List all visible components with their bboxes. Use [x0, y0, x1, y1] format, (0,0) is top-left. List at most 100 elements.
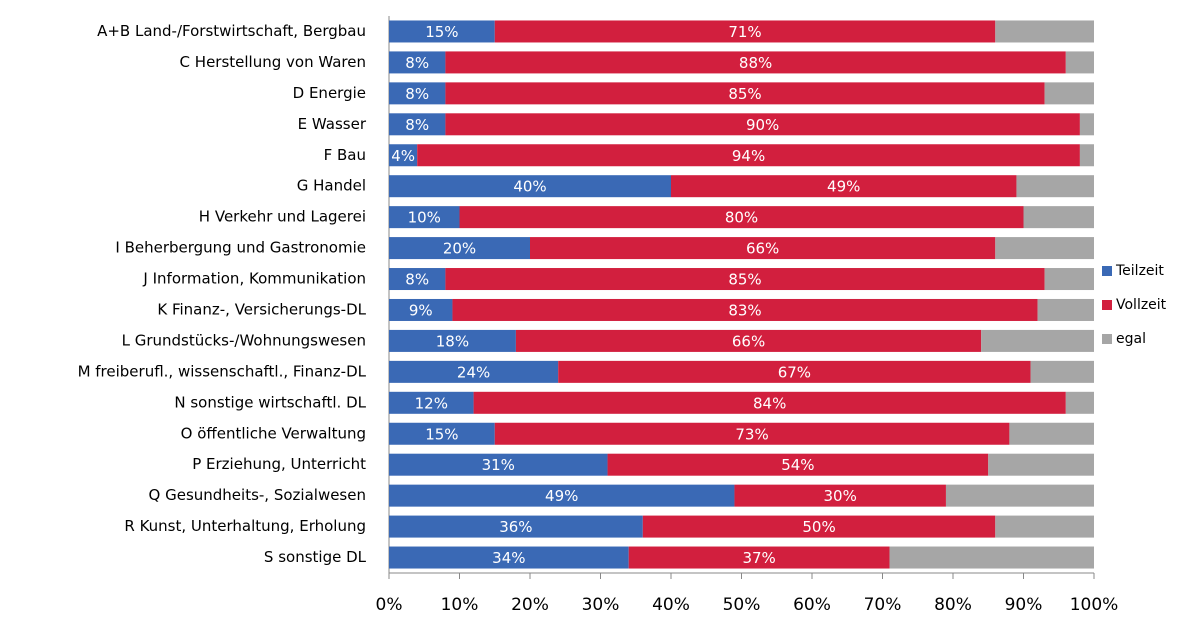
bar-segment — [1044, 268, 1094, 291]
value-label: 49% — [545, 487, 578, 505]
legend-label: egal — [1116, 331, 1146, 347]
x-tick-label: 10% — [441, 595, 479, 615]
value-label: 15% — [425, 23, 458, 41]
bar-segment — [1030, 360, 1094, 383]
legend-swatch — [1102, 334, 1112, 344]
x-tick-label: 100% — [1070, 595, 1119, 615]
value-label: 18% — [436, 332, 469, 350]
category-label: K Finanz-, Versicherungs-DL — [157, 300, 366, 318]
legend-swatch — [1102, 266, 1112, 276]
value-label: 73% — [735, 425, 768, 443]
category-label: R Kunst, Unterhaltung, Erholung — [124, 517, 366, 535]
bar-segment — [389, 206, 460, 229]
bar-segment — [1037, 298, 1094, 321]
bar-segment — [389, 484, 735, 507]
value-label: 8% — [405, 116, 429, 134]
category-label: N sonstige wirtschaftl. DL — [174, 393, 366, 411]
bar-segment — [607, 453, 989, 476]
bar-segment — [389, 546, 629, 569]
bar-segment — [389, 20, 495, 43]
bar-segment — [889, 546, 1094, 569]
bar-segment — [558, 360, 1031, 383]
value-label: 94% — [732, 147, 765, 165]
value-label: 8% — [405, 54, 429, 72]
category-label: L Grundstücks-/Wohnungswesen — [122, 331, 366, 349]
legend-swatch — [1102, 300, 1112, 310]
value-label: 50% — [802, 518, 835, 536]
category-label: E Wasser — [298, 115, 367, 133]
bar-segment — [389, 329, 516, 352]
bar-segment — [995, 237, 1094, 260]
bar-segment — [452, 298, 1038, 321]
x-tick-label: 50% — [723, 595, 761, 615]
bar-segment — [1009, 422, 1094, 445]
value-label: 34% — [492, 549, 525, 567]
bar-segment — [389, 175, 671, 198]
value-label: 83% — [728, 301, 761, 319]
bar-segment — [995, 515, 1094, 538]
x-tick-label: 0% — [376, 595, 403, 615]
bar-segment — [389, 268, 446, 291]
category-label: G Handel — [297, 177, 366, 195]
bar-segment — [1044, 82, 1094, 105]
bar-segment — [389, 82, 446, 105]
category-label: O öffentliche Verwaltung — [181, 424, 366, 442]
bar-segment — [389, 113, 446, 136]
value-label: 8% — [405, 85, 429, 103]
value-label: 40% — [513, 178, 546, 196]
category-label: Q Gesundheits-, Sozialwesen — [149, 486, 366, 504]
bar-segment — [389, 360, 559, 383]
value-label: 30% — [824, 487, 857, 505]
bar-segment — [494, 20, 996, 43]
bar-segment — [1079, 113, 1094, 136]
x-tick-label: 90% — [1005, 595, 1043, 615]
legend-label: Vollzeit — [1116, 297, 1167, 313]
value-label: 20% — [443, 240, 476, 258]
bar-segment — [671, 175, 1017, 198]
value-label: 10% — [408, 209, 441, 227]
bar-segment — [445, 113, 1080, 136]
category-label: P Erziehung, Unterricht — [192, 455, 366, 473]
value-label: 66% — [746, 240, 779, 258]
bar-segment — [389, 453, 608, 476]
bar-segment — [445, 51, 1066, 74]
bar-segment — [1065, 51, 1094, 74]
value-label: 12% — [415, 394, 448, 412]
category-label: J Information, Kommunikation — [142, 270, 366, 288]
value-label: 4% — [391, 147, 415, 165]
bar-segment — [473, 391, 1066, 414]
x-tick-label: 40% — [652, 595, 690, 615]
category-label: C Herstellung von Waren — [180, 53, 366, 71]
bar-segment — [389, 237, 530, 260]
value-label: 90% — [746, 116, 779, 134]
category-label: I Beherbergung und Gastronomie — [115, 239, 366, 257]
value-label: 24% — [457, 363, 490, 381]
bar-segment — [995, 20, 1094, 43]
value-label: 31% — [482, 456, 515, 474]
bar-segment — [389, 51, 446, 74]
bar-segment — [389, 422, 495, 445]
bar-segment — [734, 484, 946, 507]
value-label: 15% — [425, 425, 458, 443]
bar-segment — [389, 298, 453, 321]
bar-segment — [445, 82, 1045, 105]
bar-segment — [417, 144, 1080, 167]
bar-segment — [515, 329, 982, 352]
legend-label: Teilzeit — [1115, 263, 1164, 279]
bar-segment — [459, 206, 1024, 229]
value-label: 67% — [778, 363, 811, 381]
value-label: 9% — [409, 301, 433, 319]
value-label: 49% — [827, 178, 860, 196]
bar-segment — [445, 268, 1045, 291]
category-label: F Bau — [324, 146, 366, 164]
bar-segment — [1023, 206, 1094, 229]
value-label: 80% — [725, 209, 758, 227]
value-label: 54% — [781, 456, 814, 474]
value-label: 8% — [405, 271, 429, 289]
value-label: 36% — [499, 518, 532, 536]
bar-segment — [988, 453, 1094, 476]
value-label: 84% — [753, 394, 786, 412]
bar-segment — [389, 144, 418, 167]
category-label: H Verkehr und Lagerei — [199, 208, 366, 226]
